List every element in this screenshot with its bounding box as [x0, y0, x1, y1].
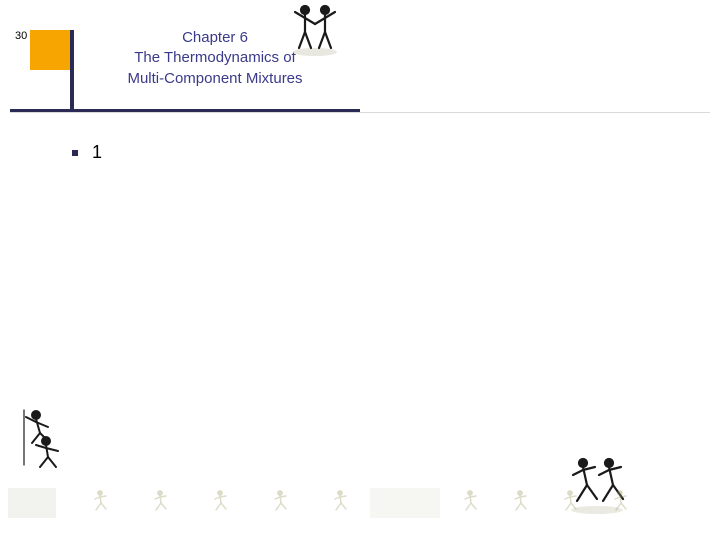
vertical-bar	[70, 30, 74, 110]
runner-shadow-icon	[460, 490, 480, 512]
runner-shadow-icon	[90, 490, 110, 512]
heading-underline-light	[10, 112, 710, 113]
shadow-row	[65, 490, 705, 518]
runner-shadow-icon	[210, 490, 230, 512]
bullet-square	[72, 150, 78, 156]
accent-square	[30, 30, 70, 70]
runner-shadow-icon	[330, 490, 350, 512]
climbers-icon	[18, 405, 73, 470]
runner-shadow-icon	[560, 490, 580, 512]
dancers-icon	[285, 2, 345, 57]
runner-shadow-icon	[510, 490, 530, 512]
grey-patch-left	[8, 488, 56, 518]
bullet-text: 1	[92, 142, 102, 163]
runner-shadow-icon	[610, 490, 630, 512]
slide-number: 30	[15, 30, 27, 42]
runner-shadow-icon	[270, 490, 290, 512]
title-line-3: Multi-Component Mixtures	[95, 69, 335, 89]
runner-shadow-icon	[150, 490, 170, 512]
